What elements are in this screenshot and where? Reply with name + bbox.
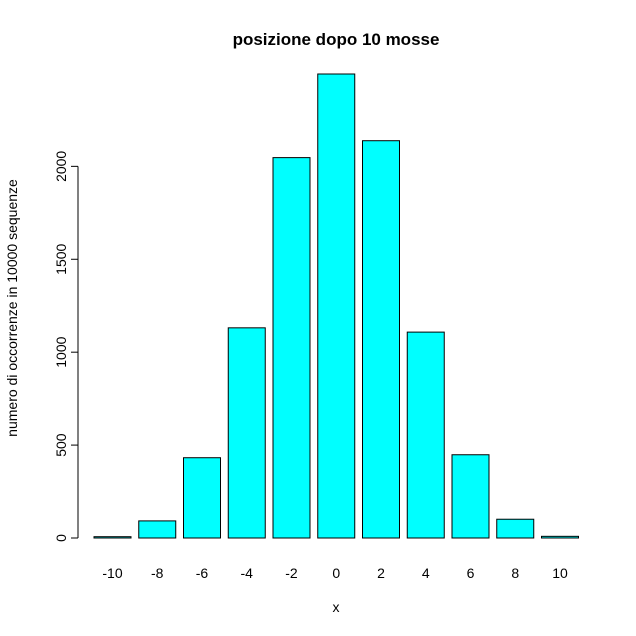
- bar--2: [272, 157, 311, 539]
- y-axis-label: numero di occorrenze in 10000 sequenze: [4, 179, 20, 437]
- y-tick-label: 0: [53, 534, 69, 542]
- bar--10: [93, 536, 132, 539]
- x-tick-label: -4: [241, 565, 254, 581]
- bar-0: [317, 73, 356, 539]
- x-tick-labels: -10 -8 -6 -4 -2 0 2 4 6 8 10: [102, 565, 568, 581]
- chart-title: posizione dopo 10 mosse: [233, 30, 440, 49]
- y-tick-label: 2000: [53, 151, 69, 182]
- bar--4: [227, 327, 266, 539]
- x-tick-label: -6: [196, 565, 209, 581]
- y-tick-label: 500: [53, 433, 69, 457]
- y-axis: 0 500 1000 1500 2000: [53, 151, 79, 542]
- bar-2: [362, 140, 400, 539]
- x-tick-label: -8: [151, 565, 164, 581]
- x-tick-label: 8: [511, 565, 519, 581]
- x-axis-label: x: [333, 599, 340, 615]
- x-tick-label: -2: [285, 565, 298, 581]
- bar-4: [406, 331, 445, 539]
- x-tick-label: 10: [552, 565, 568, 581]
- bar-10: [541, 535, 579, 539]
- bars-group: [93, 73, 579, 539]
- y-tick-label: 1000: [53, 336, 69, 367]
- bar--8: [138, 520, 177, 539]
- x-tick-label: 4: [422, 565, 430, 581]
- bar--6: [183, 457, 221, 539]
- bar-6: [451, 454, 490, 539]
- bar-8: [496, 518, 535, 539]
- x-tick-label: 6: [467, 565, 475, 581]
- x-tick-label: 2: [377, 565, 385, 581]
- x-tick-label: 0: [332, 565, 340, 581]
- y-tick-label: 1500: [53, 243, 69, 274]
- x-tick-label: -10: [102, 565, 122, 581]
